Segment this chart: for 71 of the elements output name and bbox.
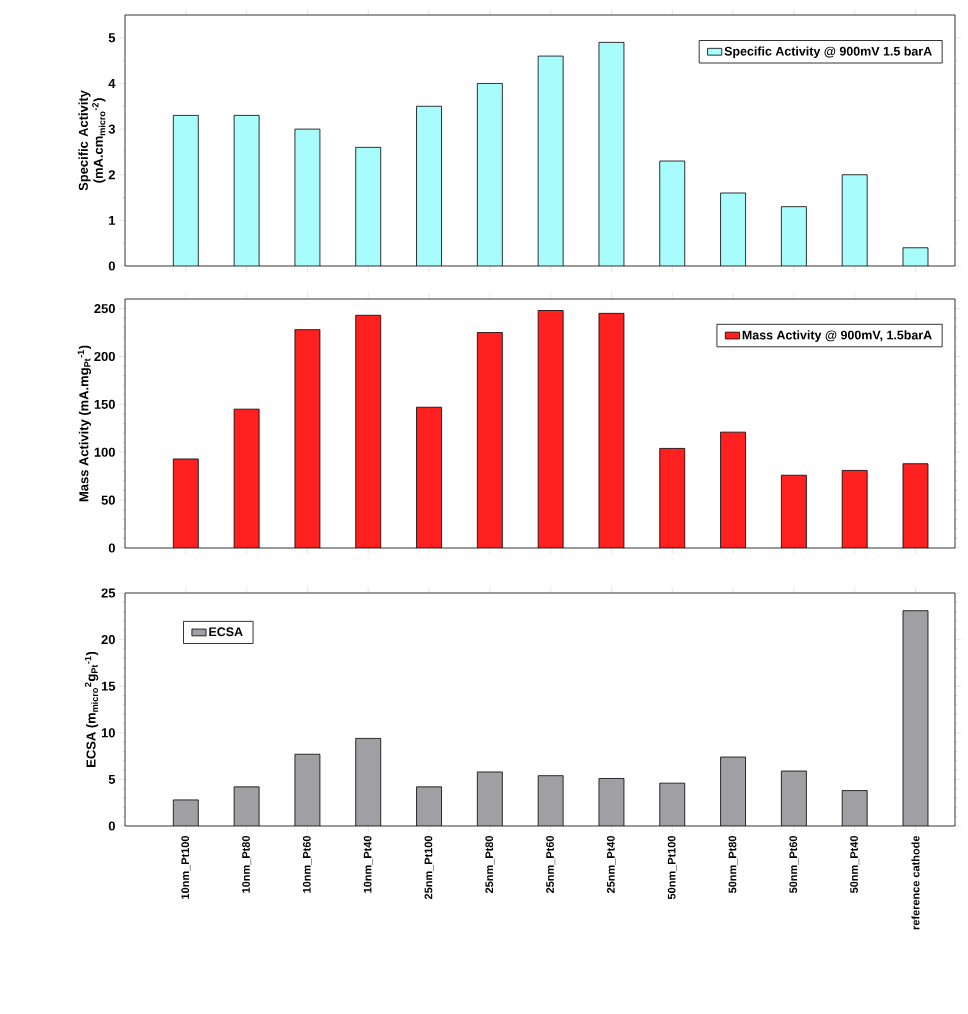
bar xyxy=(476,771,503,827)
bar xyxy=(355,146,382,266)
bar xyxy=(416,406,442,549)
bar xyxy=(902,610,929,827)
bar xyxy=(720,756,746,827)
x-tick-label: 50nm_Pt100 xyxy=(667,835,677,900)
bar xyxy=(780,206,807,266)
bar xyxy=(294,329,321,549)
bar xyxy=(294,128,321,266)
y-tick-label: 0 xyxy=(108,543,115,553)
y-tick-label: 5 xyxy=(108,33,116,43)
bar xyxy=(841,470,868,549)
bar xyxy=(233,408,260,549)
bar xyxy=(841,790,868,827)
x-tick-label: 25nm_Pt100 xyxy=(424,835,434,900)
bar xyxy=(780,770,807,827)
bar xyxy=(476,332,503,549)
legend-label: Specific Activity @ 900mV 1.5 barA xyxy=(724,46,932,59)
bar xyxy=(659,160,686,266)
x-tick-label: 10nm_Pt80 xyxy=(242,835,252,893)
bar xyxy=(537,775,564,827)
bar xyxy=(172,458,199,549)
bar xyxy=(720,431,746,549)
y-tick-label: 10 xyxy=(101,728,115,738)
bar xyxy=(902,463,929,549)
bar xyxy=(841,174,868,266)
bar xyxy=(780,474,807,549)
y-tick-label: 0 xyxy=(108,261,115,271)
x-tick-label: 50nm_Pt40 xyxy=(850,835,860,894)
bar xyxy=(537,310,564,549)
bar xyxy=(659,448,686,549)
x-tick-label: 25nm_Pt40 xyxy=(606,835,616,894)
y-tick-label: 4 xyxy=(108,79,116,88)
y-tick-label: 0 xyxy=(108,821,115,831)
x-tick-label: 10nm_Pt40 xyxy=(363,835,373,893)
legend-label: Mass Activity @ 900mV, 1.5barA xyxy=(742,330,932,342)
y-tick-label: 5 xyxy=(108,774,116,784)
bar xyxy=(598,41,625,266)
bar xyxy=(598,312,625,549)
y-tick-label: 2 xyxy=(108,170,115,180)
x-tick-label: 10nm_Pt60 xyxy=(302,835,312,893)
bar xyxy=(720,192,746,266)
x-tick-label: 25nm_Pt60 xyxy=(546,835,556,894)
bar xyxy=(416,105,442,266)
x-tick-label: reference cathode xyxy=(911,835,920,930)
y-tick-label: 100 xyxy=(94,447,115,457)
bar xyxy=(416,786,442,827)
legend-label: ECSA xyxy=(209,627,243,637)
y-tick-label: 20 xyxy=(101,635,115,645)
y-axis-title: ECSA (m$_{micro}$$^{2}$g$_{Pt}$$^{-1}$) xyxy=(84,651,99,767)
bar xyxy=(476,83,503,266)
bar xyxy=(659,782,686,827)
x-tick-label: 50nm_Pt60 xyxy=(789,835,799,894)
bar xyxy=(537,55,564,266)
y-tick-label: 1 xyxy=(109,215,116,225)
y-tick-label: 15 xyxy=(101,681,116,691)
y-tick-label: 3 xyxy=(108,124,116,134)
y-tick-label: 200 xyxy=(94,351,115,362)
bar xyxy=(355,314,382,549)
bar xyxy=(233,115,260,266)
y-tick-label: 250 xyxy=(94,304,115,314)
x-tick-label: 50nm_Pt80 xyxy=(728,835,738,894)
y-tick-label: 150 xyxy=(94,399,115,409)
x-tick-label: 10nm_Pt100 xyxy=(181,835,191,899)
bar xyxy=(172,115,199,266)
y-tick-label: 50 xyxy=(101,495,115,505)
x-tick-label: 25nm_Pt80 xyxy=(485,835,495,894)
bar xyxy=(294,753,321,827)
y-axis-title: Mass Activity (mA.mg$_{Pt}$$^{-1}$) xyxy=(77,345,92,502)
y-tick-label: 25 xyxy=(101,588,116,598)
bar xyxy=(355,738,382,827)
